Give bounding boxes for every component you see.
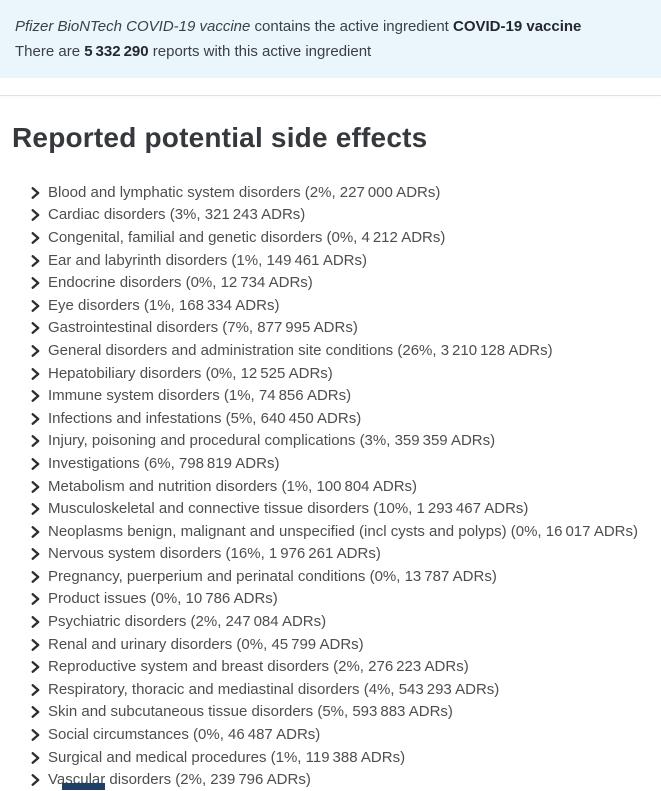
side-effect-row[interactable]: Injury, poisoning and procedural complic… [31,430,661,453]
side-effect-row[interactable]: Vascular disorders (2%, 239 796 ADRs) [31,768,661,791]
side-effect-label: Ear and labyrinth disorders (1%, 149 461… [48,251,367,269]
chevron-right-icon [31,616,40,629]
chevron-right-icon [31,322,40,335]
chevron-right-icon [31,774,40,787]
report-count-line: There are 5 332 290 reports with this ac… [15,39,646,64]
side-effect-label: Hepatobiliary disorders (0%, 12 525 ADRs… [48,364,333,382]
side-effect-row[interactable]: Neoplasms benign, malignant and unspecif… [31,520,661,543]
chevron-right-icon [31,570,40,583]
side-effect-label: Blood and lymphatic system disorders (2%… [48,183,441,201]
chevron-right-icon [31,548,40,561]
chevron-right-icon [31,661,40,674]
header-spacer [0,78,661,95]
chevron-right-icon [31,232,40,244]
side-effect-row[interactable]: Psychiatric disorders (2%, 247 084 ADRs) [31,610,661,633]
report-count-prefix: There are [15,43,85,60]
product-name: Pfizer BioNTech COVID-19 vaccine [15,18,251,35]
side-effect-label: Congenital, familial and genetic disorde… [48,228,446,246]
side-effect-label: Endocrine disorders (0%, 12 734 ADRs) [48,274,313,292]
chevron-right-icon [31,683,40,696]
chevron-right-icon [31,457,40,470]
side-effect-row[interactable]: Infections and infestations (5%, 640 450… [31,407,661,430]
chevron-right-icon [31,186,40,199]
side-effect-label: Nervous system disorders (16%, 1 976 261… [48,545,381,563]
side-effect-row[interactable]: Surgical and medical procedures (1%, 119… [31,746,661,769]
side-effect-label: Social circumstances (0%, 46 487 ADRs) [48,726,321,744]
side-effect-label: Vascular disorders (2%, 239 796 ADRs) [48,771,311,789]
chevron-right-icon [31,254,40,267]
side-effect-row[interactable]: Nervous system disorders (16%, 1 976 261… [31,543,661,566]
side-effect-row[interactable]: Immune system disorders (1%, 74 856 ADRs… [31,384,661,407]
chevron-right-icon [31,638,40,651]
side-effect-label: Psychiatric disorders (2%, 247 084 ADRs) [48,613,327,631]
side-effect-label: Musculoskeletal and connective tissue di… [48,500,529,518]
chevron-right-icon [31,751,40,764]
side-effect-row[interactable]: Eye disorders (1%, 168 334 ADRs) [31,294,661,317]
side-effect-row[interactable]: Social circumstances (0%, 46 487 ADRs) [31,723,661,746]
chevron-right-icon [31,593,40,606]
chevron-right-icon [31,345,40,357]
chevron-right-icon [31,503,40,516]
side-effect-row[interactable]: Gastrointestinal disorders (7%, 877 995 … [31,317,661,340]
active-ingredient-info-panel: Pfizer BioNTech COVID-19 vaccine contain… [0,0,661,78]
side-effect-label: Cardiac disorders (3%, 321 243 ADRs) [48,206,306,224]
cutoff-element-bar [62,783,105,790]
side-effect-label: Pregnancy, puerperium and perinatal cond… [48,567,497,585]
side-effect-label: Product issues (0%, 10 786 ADRs) [48,590,278,608]
side-effect-row[interactable]: Renal and urinary disorders (0%, 45 799 … [31,633,661,656]
side-effect-row[interactable]: Congenital, familial and genetic disorde… [31,226,661,249]
side-effect-row[interactable]: Respiratory, thoracic and mediastinal di… [31,678,661,701]
header-divider [0,95,661,96]
side-effect-label: Reproductive system and breast disorders… [48,658,469,676]
side-effects-list: Blood and lymphatic system disorders (2%… [0,181,661,791]
ingredient-line-text: contains the active ingredient [250,18,453,35]
side-effect-label: Injury, poisoning and procedural complic… [48,432,496,450]
page-title: Reported potential side effects [12,122,428,153]
ingredient-line: Pfizer BioNTech COVID-19 vaccine contain… [15,14,646,39]
side-effect-row[interactable]: Reproductive system and breast disorders… [31,655,661,678]
side-effect-row[interactable]: Metabolism and nutrition disorders (1%, … [31,475,661,498]
chevron-right-icon [31,480,40,493]
side-effect-label: Renal and urinary disorders (0%, 45 799 … [48,635,364,653]
chevron-right-icon [31,209,40,222]
side-effect-row[interactable]: Musculoskeletal and connective tissue di… [31,497,661,520]
report-count-suffix: reports with this active ingredient [148,43,372,60]
chevron-right-icon [31,412,40,425]
side-effect-label: Infections and infestations (5%, 640 450… [48,409,362,427]
side-effect-row[interactable]: Cardiac disorders (3%, 321 243 ADRs) [31,204,661,227]
side-effect-row[interactable]: Investigations (6%, 798 819 ADRs) [31,452,661,475]
side-effect-row[interactable]: Blood and lymphatic system disorders (2%… [31,181,661,204]
side-effect-label: General disorders and administration sit… [48,341,553,359]
chevron-right-icon [31,729,40,741]
chevron-right-icon [31,277,40,290]
side-effect-label: Gastrointestinal disorders (7%, 877 995 … [48,319,358,337]
side-effect-row[interactable]: Ear and labyrinth disorders (1%, 149 461… [31,249,661,272]
chevron-right-icon [31,525,40,538]
active-ingredient-name: COVID-19 vaccine [453,18,582,35]
chevron-right-icon [31,299,40,312]
side-effect-label: Metabolism and nutrition disorders (1%, … [48,477,418,495]
side-effect-label: Respiratory, thoracic and mediastinal di… [48,680,500,698]
side-effect-row[interactable]: Product issues (0%, 10 786 ADRs) [31,588,661,611]
report-count: 5 332 290 [84,43,149,60]
side-effect-label: Skin and subcutaneous tissue disorders (… [48,703,453,721]
chevron-right-icon [31,435,40,448]
chevron-right-icon [31,390,40,403]
chevron-right-icon [31,706,40,719]
side-effect-label: Surgical and medical procedures (1%, 119… [48,748,406,766]
side-effect-row[interactable]: Skin and subcutaneous tissue disorders (… [31,701,661,724]
side-effect-label: Neoplasms benign, malignant and unspecif… [48,522,638,540]
chevron-right-icon [31,367,40,380]
side-effect-row[interactable]: Endocrine disorders (0%, 12 734 ADRs) [31,271,661,294]
side-effect-label: Investigations (6%, 798 819 ADRs) [48,454,280,472]
side-effect-row[interactable]: Hepatobiliary disorders (0%, 12 525 ADRs… [31,362,661,385]
side-effect-label: Immune system disorders (1%, 74 856 ADRs… [48,387,352,405]
side-effect-row[interactable]: General disorders and administration sit… [31,339,661,362]
side-effect-label: Eye disorders (1%, 168 334 ADRs) [48,296,280,314]
side-effect-row[interactable]: Pregnancy, puerperium and perinatal cond… [31,565,661,588]
